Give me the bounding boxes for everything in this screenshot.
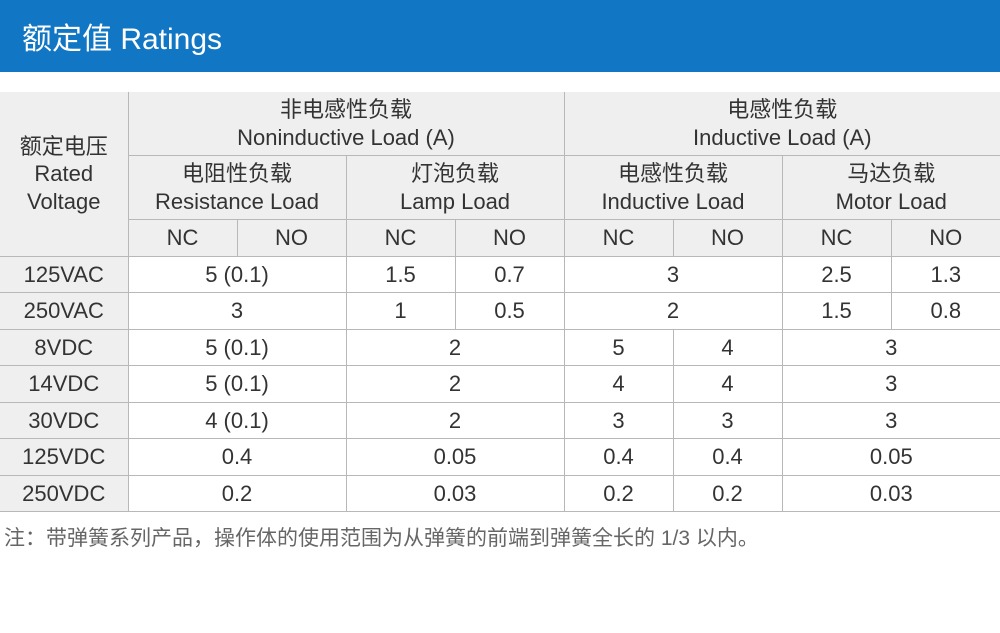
col-motor: 马达负载 Motor Load <box>782 156 1000 220</box>
table-cell: 0.03 <box>346 475 564 512</box>
table-cell: 4 (0.1) <box>128 402 346 439</box>
col-no: NO <box>455 220 564 257</box>
label-cn: 马达负载 <box>787 160 997 188</box>
table-cell: 3 <box>782 329 1000 366</box>
table-body: 125VAC5 (0.1)1.50.732.51.3250VAC310.521.… <box>0 256 1000 512</box>
table-cell: 4 <box>673 366 782 403</box>
col-group-noninductive: 非电感性负载 Noninductive Load (A) <box>128 92 564 156</box>
table-row: 125VDC0.40.050.40.40.05 <box>0 439 1000 476</box>
table-cell: 1.3 <box>891 256 1000 293</box>
col-nc: NC <box>128 220 237 257</box>
table-cell: 2 <box>346 366 564 403</box>
label-en: Voltage <box>4 188 124 216</box>
table-cell: 8VDC <box>0 329 128 366</box>
footnote: 注：带弹簧系列产品，操作体的使用范围为从弹簧的前端到弹簧全长的 1/3 以内。 <box>0 512 1000 552</box>
table-cell: 250VDC <box>0 475 128 512</box>
table-cell: 1.5 <box>346 256 455 293</box>
table-cell: 0.4 <box>673 439 782 476</box>
table-cell: 30VDC <box>0 402 128 439</box>
table-row: 250VAC310.521.50.8 <box>0 293 1000 330</box>
label-en: Lamp Load <box>351 188 560 216</box>
table-cell: 5 <box>564 329 673 366</box>
ratings-table: 额定电压 Rated Voltage 非电感性负载 Noninductive L… <box>0 92 1000 512</box>
label-cn: 灯泡负载 <box>351 160 560 188</box>
label-cn: 额定电压 <box>4 133 124 161</box>
col-no: NO <box>237 220 346 257</box>
label-en: Resistance Load <box>133 188 342 216</box>
table-cell: 250VAC <box>0 293 128 330</box>
table-cell: 0.03 <box>782 475 1000 512</box>
table-cell: 125VDC <box>0 439 128 476</box>
table-cell: 0.2 <box>564 475 673 512</box>
label-cn: 电感性负载 <box>569 96 997 124</box>
table-cell: 0.5 <box>455 293 564 330</box>
col-no: NO <box>891 220 1000 257</box>
table-cell: 4 <box>673 329 782 366</box>
col-lamp: 灯泡负载 Lamp Load <box>346 156 564 220</box>
table-cell: 3 <box>564 402 673 439</box>
table-cell: 3 <box>128 293 346 330</box>
table-cell: 0.05 <box>782 439 1000 476</box>
label-en: Noninductive Load (A) <box>133 124 560 152</box>
label-en: Inductive Load (A) <box>569 124 997 152</box>
table-cell: 2 <box>346 402 564 439</box>
table-cell: 0.2 <box>673 475 782 512</box>
table-cell: 0.7 <box>455 256 564 293</box>
table-cell: 1.5 <box>782 293 891 330</box>
section-title: 额定值 Ratings <box>22 23 222 56</box>
label-cn: 非电感性负载 <box>133 96 560 124</box>
table-cell: 2.5 <box>782 256 891 293</box>
table-cell: 0.4 <box>564 439 673 476</box>
ratings-table-container: 额定电压 Rated Voltage 非电感性负载 Noninductive L… <box>0 72 1000 552</box>
table-row: 8VDC5 (0.1)2543 <box>0 329 1000 366</box>
table-cell: 0.2 <box>128 475 346 512</box>
table-cell: 3 <box>782 402 1000 439</box>
col-group-inductive: 电感性负载 Inductive Load (A) <box>564 92 1000 156</box>
table-cell: 0.05 <box>346 439 564 476</box>
col-inductive: 电感性负载 Inductive Load <box>564 156 782 220</box>
col-no: NO <box>673 220 782 257</box>
col-rated-voltage: 额定电压 Rated Voltage <box>0 92 128 256</box>
table-cell: 5 (0.1) <box>128 329 346 366</box>
table-cell: 4 <box>564 366 673 403</box>
table-cell: 5 (0.1) <box>128 256 346 293</box>
table-cell: 2 <box>346 329 564 366</box>
label-en: Rated <box>4 160 124 188</box>
label-en: Motor Load <box>787 188 997 216</box>
col-nc: NC <box>782 220 891 257</box>
table-cell: 125VAC <box>0 256 128 293</box>
table-cell: 14VDC <box>0 366 128 403</box>
section-header: 额定值 Ratings <box>0 0 1000 72</box>
table-row: 14VDC5 (0.1)2443 <box>0 366 1000 403</box>
col-nc: NC <box>564 220 673 257</box>
table-cell: 3 <box>673 402 782 439</box>
table-cell: 0.8 <box>891 293 1000 330</box>
label-cn: 电感性负载 <box>569 160 778 188</box>
table-cell: 0.4 <box>128 439 346 476</box>
col-resistance: 电阻性负载 Resistance Load <box>128 156 346 220</box>
col-nc: NC <box>346 220 455 257</box>
table-row: 125VAC5 (0.1)1.50.732.51.3 <box>0 256 1000 293</box>
table-cell: 3 <box>564 256 782 293</box>
label-en: Inductive Load <box>569 188 778 216</box>
table-cell: 3 <box>782 366 1000 403</box>
label-cn: 电阻性负载 <box>133 160 342 188</box>
table-head: 额定电压 Rated Voltage 非电感性负载 Noninductive L… <box>0 92 1000 256</box>
table-row: 30VDC4 (0.1)2333 <box>0 402 1000 439</box>
table-cell: 1 <box>346 293 455 330</box>
table-cell: 5 (0.1) <box>128 366 346 403</box>
table-row: 250VDC0.20.030.20.20.03 <box>0 475 1000 512</box>
table-cell: 2 <box>564 293 782 330</box>
